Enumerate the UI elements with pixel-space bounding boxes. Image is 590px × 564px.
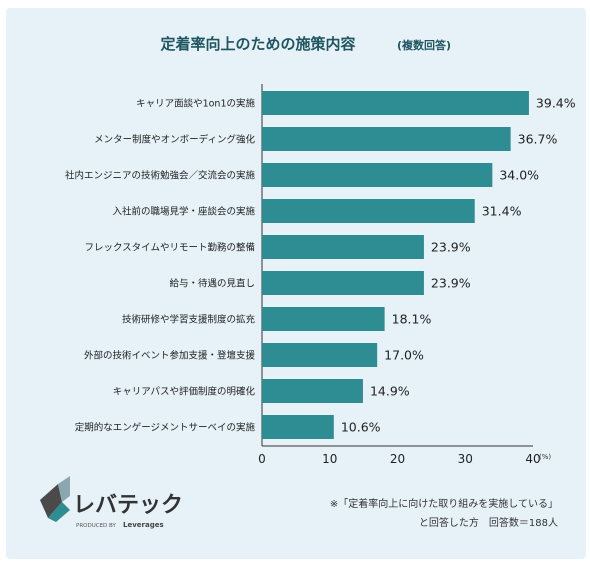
category-label: メンター制度やオンボーディング強化 — [94, 134, 255, 146]
category-label: キャリア面談や1on1の実施 — [136, 98, 255, 110]
bar — [262, 127, 511, 151]
value-label: 23.9% — [431, 276, 471, 291]
value-label: 17.0% — [384, 348, 424, 363]
category-label: 給与・待遇の見直し — [169, 278, 255, 290]
chart-title: 定着率向上のための施策内容 — [160, 35, 355, 53]
logo-brand: Leverages — [123, 521, 164, 529]
x-tick-label: 20 — [390, 452, 405, 466]
x-tick-label: 10 — [322, 452, 337, 466]
logo-name: レバテック — [73, 493, 183, 518]
value-label: 36.7% — [518, 132, 558, 147]
value-label: 23.9% — [431, 240, 471, 255]
value-label: 34.0% — [499, 168, 539, 183]
logo-produced-by: PRODUCED BY — [76, 523, 116, 529]
logo-mark-icon — [40, 476, 70, 522]
category-label: 外部の技術イベント参加支援・登壇支援 — [84, 350, 256, 362]
bar — [262, 343, 378, 367]
bar — [262, 379, 363, 403]
category-label: フレックスタイムやリモート勤務の整備 — [84, 242, 255, 254]
x-axis-unit: (%) — [539, 453, 551, 461]
category-label: 入社前の職場見学・座談会の実施 — [112, 206, 255, 218]
footnote-line-2: と回答した方 回答数＝188人 — [419, 516, 558, 529]
chart-subtitle: (複数回答) — [397, 38, 451, 52]
value-label: 10.6% — [341, 420, 381, 435]
bar — [262, 415, 334, 439]
category-label: 定期的なエンゲージメントサーベイの実施 — [75, 422, 256, 434]
category-labels-group: キャリア面談や1on1の実施メンター制度やオンボーディング強化社内エンジニアの技… — [65, 98, 256, 434]
x-tick-label: 40 — [525, 452, 540, 466]
bar — [262, 163, 493, 187]
value-label: 31.4% — [482, 204, 522, 219]
value-label: 39.4% — [536, 96, 576, 111]
value-label: 14.9% — [370, 384, 410, 399]
bar — [262, 307, 385, 331]
category-label: 技術研修や学習支援制度の拡充 — [122, 314, 256, 326]
bar — [262, 91, 529, 115]
logo: レバテック PRODUCED BY Leverages — [40, 476, 183, 529]
bar — [262, 199, 475, 223]
x-tick-label: 30 — [458, 452, 473, 466]
value-labels-group: 39.4% 36.7% 34.0% 31.4% 23.9% 23.9% 18.1% 17.0%… — [341, 96, 576, 435]
x-ticks-group: 0 10 20 30 40 — [258, 452, 540, 466]
bars-group — [262, 91, 529, 439]
bar — [262, 235, 424, 259]
value-label: 18.1% — [392, 312, 432, 327]
category-label: 社内エンジニアの技術勉強会／交流会の実施 — [65, 170, 256, 182]
bar — [262, 271, 424, 295]
x-tick-label: 0 — [258, 452, 266, 466]
category-label: キャリアパスや評価制度の明確化 — [113, 386, 256, 398]
footnote-line-1: ※「定着率向上に向けた取り組みを実施している」 — [330, 497, 558, 510]
